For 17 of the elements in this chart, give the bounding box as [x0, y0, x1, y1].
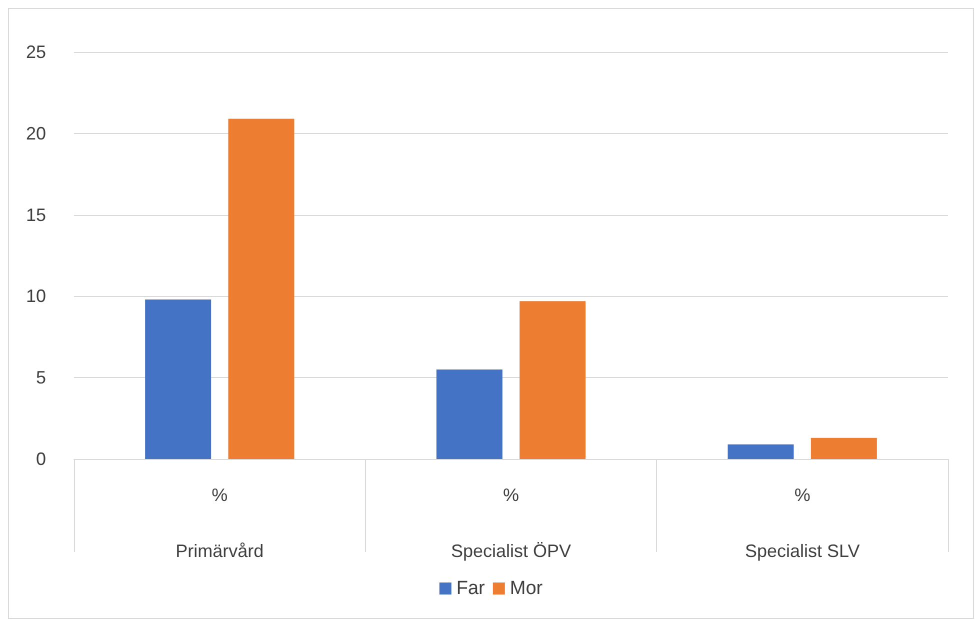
bar [810, 438, 877, 459]
y-tick-label: 5 [36, 368, 46, 388]
legend-label: Mor [510, 578, 544, 599]
bar [228, 118, 294, 459]
y-tick-label: 0 [36, 449, 46, 469]
bar [145, 299, 212, 459]
y-tick-label: 10 [26, 286, 46, 306]
category-label: % Primärvård [176, 485, 264, 561]
y-tick-label: 15 [26, 204, 46, 225]
y-tick-label: 20 [26, 123, 46, 144]
y-tick-label: 25 [26, 42, 46, 62]
bar [436, 369, 502, 459]
legend-label: Far [456, 578, 486, 599]
bar [728, 444, 794, 459]
category-label: % Specialist ÖPV [450, 485, 572, 561]
category-label: % Specialist SLV [744, 485, 860, 561]
bar [520, 301, 586, 459]
